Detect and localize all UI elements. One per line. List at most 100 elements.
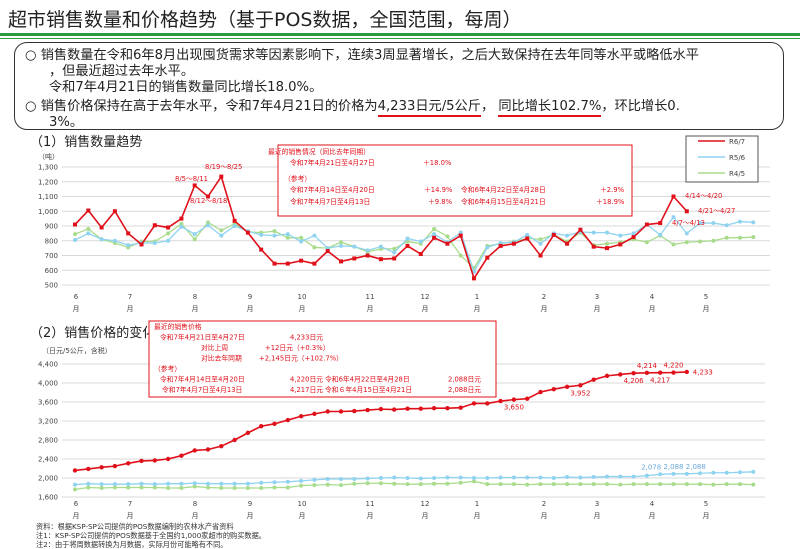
y-tick-label: 2,800 [38, 437, 58, 445]
data-point [219, 228, 224, 233]
y-tick-label: 1,100 [38, 193, 58, 201]
data-point [591, 377, 596, 382]
x-tick-label: 6 [74, 293, 79, 301]
data-point [458, 253, 463, 258]
chart1-quantity: 1,300 1,200 1,100 1,000 900 800 700 600 500 6 月 7 月 8… [38, 163, 770, 313]
data-label: 2,088 [663, 463, 683, 471]
annotation-label: 8/19～8/25 [205, 163, 242, 171]
data-point [418, 476, 423, 481]
data-point [565, 233, 570, 238]
data-point [272, 421, 277, 427]
legend-label: R4/5 [729, 170, 745, 178]
data-point [405, 236, 410, 241]
chart2-ylabel: （日元/5公斤，含税） [42, 346, 112, 355]
data-point [206, 194, 210, 199]
x-tick-month-suffix: 月 [299, 305, 306, 313]
summary-text: ，但最近超过去年水平。 [49, 64, 195, 79]
data-point [352, 244, 357, 249]
series-line-R5-6 [74, 216, 754, 274]
data-point [245, 430, 251, 436]
annotation-label: 8/5～8/11 [175, 175, 208, 183]
chart2-info-box: 最近的销售价格 令和7年4月21日至4月27日 4,233日元 对比上周 +12… [148, 320, 497, 398]
data-point [245, 481, 250, 486]
data-point [112, 482, 117, 487]
data-point [312, 233, 317, 238]
data-point [698, 482, 703, 487]
data-point [445, 475, 450, 480]
data-point [365, 407, 370, 413]
data-point [618, 242, 623, 247]
y-tick-label: 3,200 [38, 418, 58, 426]
data-point [166, 238, 171, 243]
data-point [152, 485, 157, 490]
data-point [179, 485, 184, 490]
x-tick-month-suffix: 月 [594, 305, 601, 313]
data-point [99, 237, 104, 242]
data-point [631, 231, 636, 236]
data-point [339, 476, 343, 481]
data-point [605, 482, 609, 487]
y-tick-label: 3,600 [38, 399, 58, 407]
data-point [711, 238, 716, 243]
data-point [166, 485, 171, 490]
data-point [644, 240, 649, 245]
data-point [352, 256, 357, 261]
data-point [511, 475, 516, 480]
data-point [698, 471, 703, 476]
y-tick-label: 900 [45, 223, 58, 231]
x-tick-month-suffix: 月 [192, 305, 199, 313]
x-tick-month-suffix: 月 [73, 305, 80, 313]
data-point [604, 373, 610, 379]
data-point [392, 481, 397, 486]
data-point [618, 474, 623, 479]
data-label: 3,650 [504, 404, 524, 412]
data-point [498, 482, 503, 487]
data-point [405, 406, 410, 411]
data-point [365, 481, 370, 486]
data-point [259, 485, 264, 490]
data-point [724, 482, 729, 487]
legend-label: R6/7 [729, 138, 745, 146]
x-tick-label: 3 [595, 293, 599, 301]
x-tick-month-suffix: 月 [649, 305, 656, 313]
data-point [86, 481, 91, 486]
data-point [73, 232, 77, 237]
data-point [565, 475, 570, 480]
data-point [272, 229, 277, 234]
data-label: 2,078 [641, 463, 661, 471]
data-point [738, 482, 742, 487]
x-tick-month-suffix: 月 [367, 512, 374, 520]
data-point [166, 225, 171, 230]
data-point [472, 479, 476, 484]
x-tick-month-suffix: 月 [422, 512, 429, 520]
chart1-ylabel: （吨） [38, 152, 59, 161]
annotation-label: 8/12～8/18 [190, 197, 227, 205]
data-point [511, 482, 516, 487]
data-point [299, 239, 304, 244]
y-tick-label: 2,000 [38, 475, 58, 483]
data-point [591, 482, 596, 487]
data-point [684, 231, 689, 236]
data-point [671, 242, 676, 247]
data-point [192, 481, 197, 486]
data-point [99, 485, 104, 490]
data-point [565, 241, 570, 246]
data-point [684, 482, 689, 487]
data-point [684, 471, 689, 476]
legend-label: R5/6 [729, 154, 746, 162]
data-point [445, 405, 450, 411]
x-tick-month-suffix: 月 [541, 512, 548, 520]
data-point [485, 245, 490, 250]
data-point [605, 230, 609, 235]
data-point [232, 437, 237, 443]
info-label: 对比上周 [201, 343, 228, 352]
chart1-title: （1）销售数量趋势 [30, 134, 142, 150]
data-point [72, 468, 78, 473]
data-point [219, 233, 224, 238]
y-tick-label: 800 [45, 237, 58, 245]
data-point [285, 479, 290, 484]
data-point [591, 244, 596, 249]
data-point [166, 231, 171, 236]
x-tick-label: 8 [193, 293, 197, 301]
info-value: 2,088日元 [448, 376, 481, 384]
